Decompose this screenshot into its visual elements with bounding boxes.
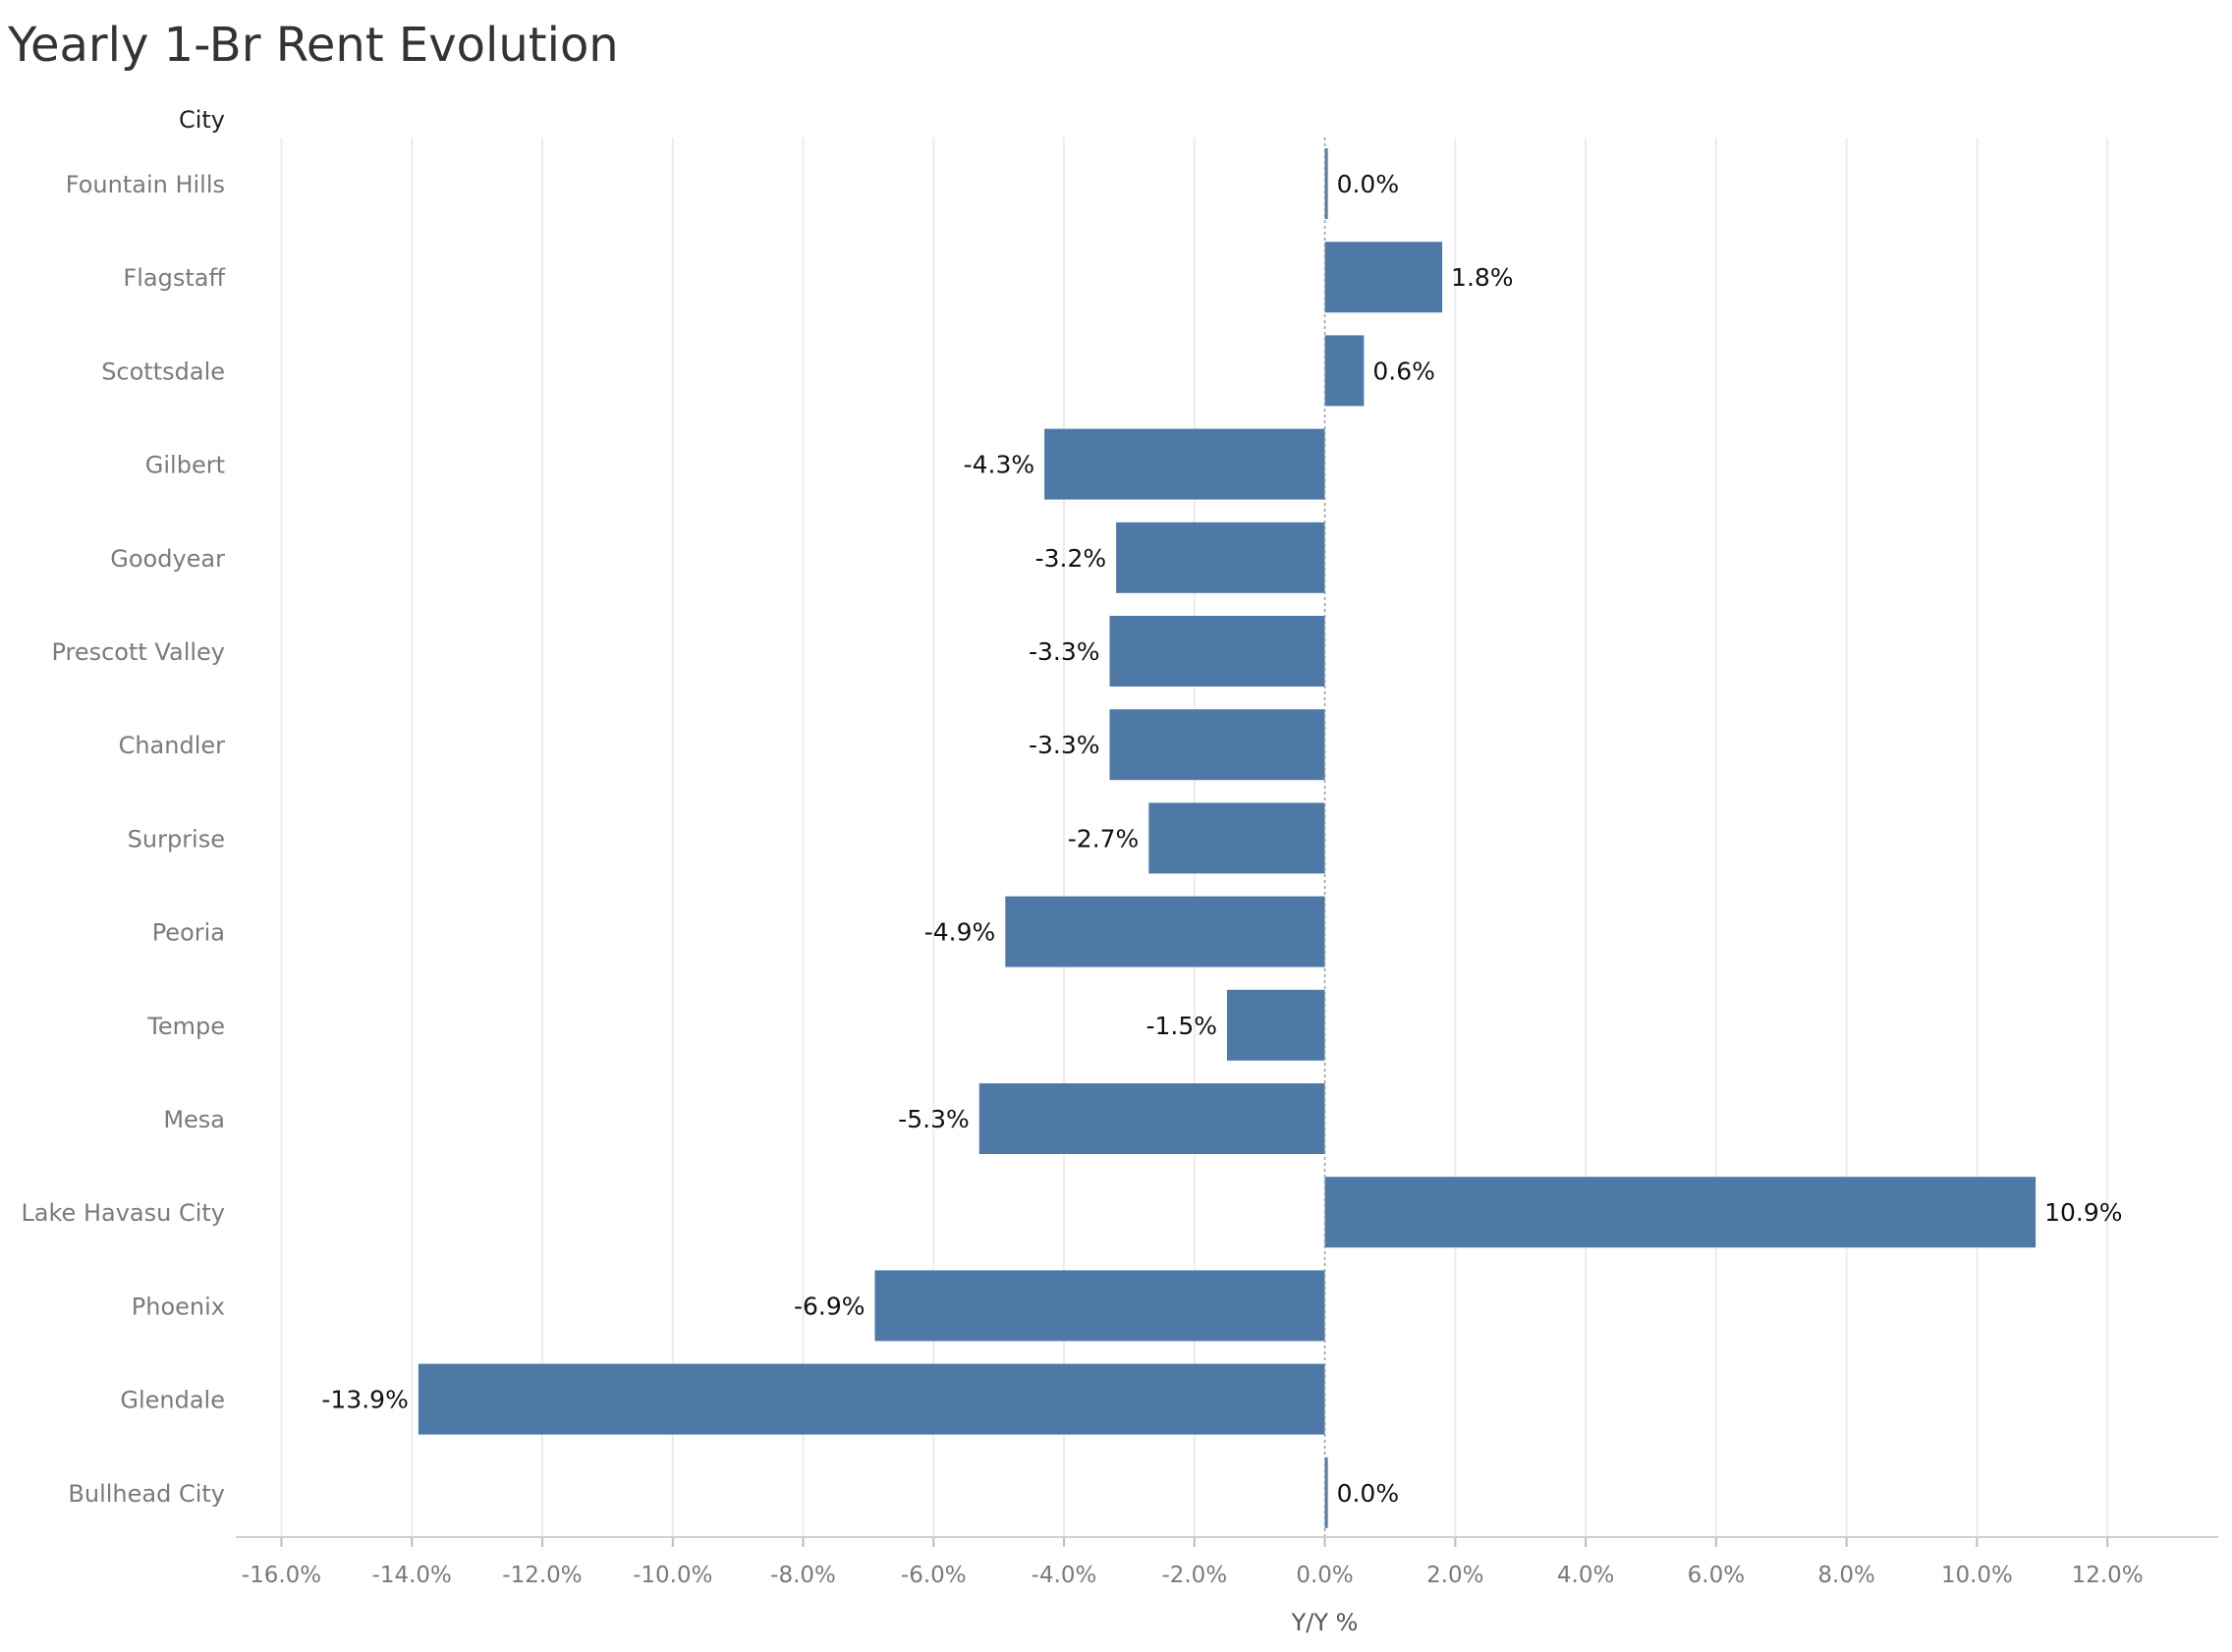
x-axis-tick-labels: -16.0% -14.0% -12.0% -10.0% -8.0% -6.0% -4.0% -… — [242, 1537, 2144, 1588]
x-tick-label: 8.0% — [1817, 1563, 1874, 1588]
value-label: -4.9% — [924, 918, 996, 947]
value-labels: 0.0% 1.8% 0.6% -4.3% -3.2% -3.3% -3.3% -2.7% -4.… — [321, 170, 2122, 1508]
category-label: Surprise — [128, 825, 225, 853]
bar-mesa — [978, 1083, 1325, 1154]
bar-prescott-valley — [1109, 616, 1325, 687]
x-tick-label: 10.0% — [1941, 1563, 2013, 1588]
category-label: Peoria — [152, 919, 225, 947]
bar-chandler — [1109, 709, 1325, 781]
x-tick-label: -10.0% — [633, 1563, 712, 1588]
x-tick-label: -14.0% — [372, 1563, 452, 1588]
category-label: Bullhead City — [68, 1480, 225, 1508]
value-label: -2.7% — [1068, 824, 1140, 853]
category-label: Gilbert — [145, 452, 225, 479]
value-label: 10.9% — [2044, 1198, 2122, 1227]
category-label: Chandler — [119, 732, 226, 759]
chart-title: Yearly 1-Br Rent Evolution — [8, 18, 619, 73]
value-label: 1.8% — [1451, 263, 1514, 292]
bar-surprise — [1148, 802, 1325, 874]
category-label: Lake Havasu City — [21, 1199, 225, 1227]
bar-phoenix — [874, 1270, 1325, 1342]
category-label: Glendale — [120, 1387, 225, 1414]
category-label: Mesa — [163, 1106, 225, 1133]
value-label: 0.0% — [1337, 170, 1400, 198]
bars — [418, 148, 2037, 1528]
bar-goodyear — [1116, 522, 1325, 593]
x-tick-label: 4.0% — [1557, 1563, 1614, 1588]
x-tick-label: -6.0% — [901, 1563, 967, 1588]
value-label: 0.6% — [1372, 357, 1435, 385]
category-label: Scottsdale — [101, 358, 225, 385]
value-label: -3.3% — [1029, 731, 1100, 759]
value-label: -4.3% — [964, 451, 1035, 479]
x-tick-label: 2.0% — [1426, 1563, 1483, 1588]
category-labels: Fountain Hills Flagstaff Scottsdale Gilbert… — [21, 171, 225, 1508]
value-label: -3.3% — [1029, 637, 1100, 666]
category-label: Tempe — [146, 1013, 225, 1040]
value-label: 0.0% — [1337, 1479, 1400, 1508]
value-label: -5.3% — [898, 1105, 970, 1133]
bar-bullhead-city — [1324, 1457, 1328, 1528]
x-tick-label: -16.0% — [242, 1563, 321, 1588]
gridlines — [280, 138, 2109, 1537]
x-tick-label: -2.0% — [1161, 1563, 1227, 1588]
bar-glendale — [418, 1363, 1325, 1435]
category-label: Goodyear — [110, 545, 225, 573]
category-label: Phoenix — [132, 1293, 225, 1320]
value-label: -3.2% — [1035, 544, 1107, 573]
x-tick-label: -4.0% — [1032, 1563, 1097, 1588]
category-label: Fountain Hills — [66, 171, 225, 198]
bar-gilbert — [1044, 428, 1325, 500]
bar-peoria — [1005, 896, 1325, 967]
value-label: -13.9% — [321, 1386, 408, 1414]
bar-tempe — [1227, 989, 1325, 1061]
bar-flagstaff — [1324, 242, 1443, 313]
value-label: -6.9% — [794, 1292, 865, 1320]
x-tick-label: 0.0% — [1296, 1563, 1353, 1588]
bar-fountain-hills — [1324, 148, 1328, 219]
category-label: Prescott Valley — [51, 638, 225, 666]
x-axis-title: Y/Y % — [1291, 1609, 1359, 1636]
x-tick-label: 12.0% — [2072, 1563, 2144, 1588]
bar-scottsdale — [1324, 335, 1365, 407]
category-header: City — [179, 106, 225, 134]
x-tick-label: -12.0% — [502, 1563, 582, 1588]
bar-lake-havasu-city — [1324, 1177, 2037, 1248]
category-label: Flagstaff — [123, 264, 225, 292]
value-label: -1.5% — [1145, 1012, 1217, 1040]
x-tick-label: 6.0% — [1688, 1563, 1745, 1588]
x-tick-label: -8.0% — [770, 1563, 836, 1588]
